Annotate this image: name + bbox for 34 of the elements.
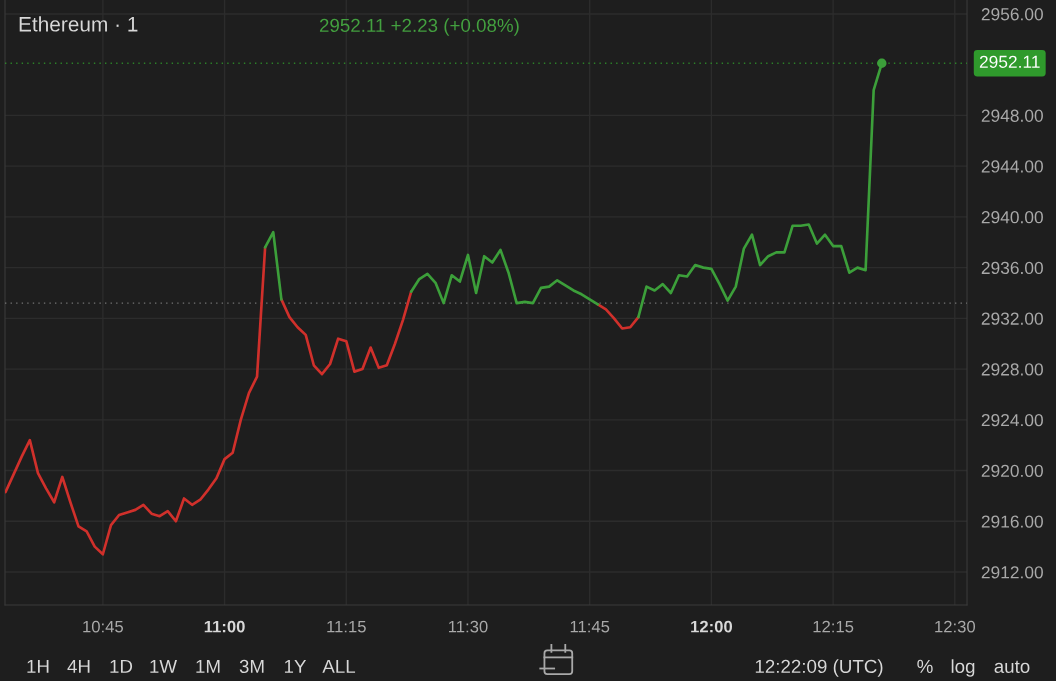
text: 1M (196, 659, 220, 673)
text: 2952.11 +2.23 (+0.08%) (319, 18, 519, 36)
y-tick-label: 2916.00 (981, 515, 1043, 528)
x-tick-label: 12:30 (935, 620, 976, 633)
y-tick-label: 2956.00 (981, 8, 1043, 21)
x-tick-label: 10:45 (83, 620, 124, 633)
text: auto (994, 660, 1030, 674)
text: % (917, 659, 933, 673)
x-tick-label: 11:15 (327, 620, 366, 633)
y-tick-label: 2944.00 (981, 160, 1043, 173)
y-tick-label: 2936.00 (981, 261, 1043, 275)
text: ALL (322, 659, 356, 673)
text: 3M (239, 659, 264, 674)
text: 1Y (284, 659, 307, 673)
text: 1D (110, 659, 133, 673)
y-tick-label: 2940.00 (981, 211, 1043, 224)
text: 12:22:09 (UTC) (755, 659, 883, 677)
x-tick-label: 12:00 (691, 620, 733, 633)
y-tick-label: 2928.00 (981, 363, 1043, 376)
text: 1W (150, 659, 177, 673)
x-tick-label: 11:30 (449, 620, 488, 633)
x-tick-label: 11:00 (204, 620, 245, 633)
y-tick-label: 2948.00 (981, 109, 1043, 122)
y-tick-label: 2924.00 (981, 413, 1043, 427)
text: 4H (67, 659, 90, 673)
y-tick-label: 2912.00 (981, 566, 1043, 579)
text: Ethereum · 1 (19, 16, 138, 32)
ref-line-label: 2952.11 (979, 55, 1040, 68)
x-tick-label: 11:45 (570, 620, 610, 633)
text: log (951, 659, 975, 677)
y-tick-label: 2932.00 (981, 312, 1043, 325)
y-tick-label: 2920.00 (981, 464, 1043, 478)
x-tick-label: 12:15 (813, 620, 854, 633)
text: 1H (27, 659, 49, 673)
